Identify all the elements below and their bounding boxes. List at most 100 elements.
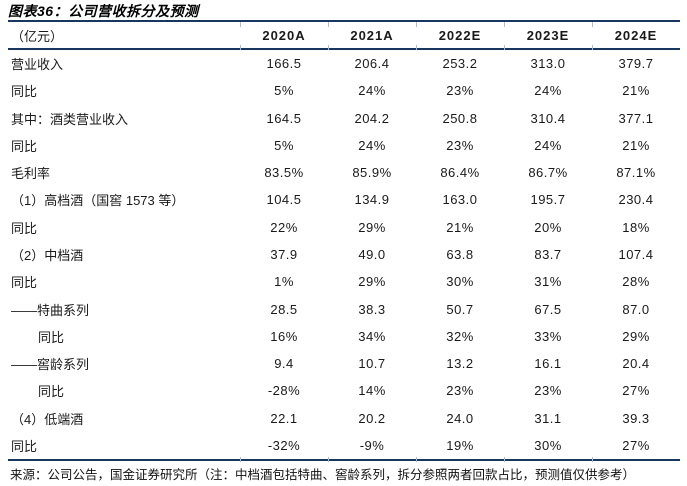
column-header-2024e: 2024E	[592, 21, 680, 50]
cell-value: 21%	[622, 137, 650, 153]
row-label: ——窖龄系列	[11, 357, 90, 373]
cell-value: 19%	[416, 438, 504, 462]
table-row: ——窖龄系列 9.4 10.7 13.2 16.1 20.4	[8, 350, 680, 377]
cell-value: 23%	[534, 383, 562, 399]
row-label: 其中：酒类营业收入	[11, 111, 129, 127]
cell-value: 31.1	[534, 410, 562, 426]
cell-value: 377.1	[618, 110, 654, 126]
row-label: ——特曲系列	[11, 302, 90, 318]
cell-value: 107.4	[618, 246, 654, 262]
cell-value: 16.1	[534, 356, 562, 372]
cell-value: 5%	[274, 137, 294, 153]
cell-value: 29%	[358, 219, 386, 235]
cell-value: 49.0	[358, 246, 386, 262]
cell-value: 24%	[534, 83, 562, 99]
cell-value: 24%	[358, 83, 386, 99]
cell-value: 1%	[274, 274, 294, 290]
cell-value: 163.0	[442, 192, 478, 208]
table-row: 同比 5% 24% 23% 24% 21%	[8, 132, 680, 159]
cell-value: 195.7	[530, 192, 566, 208]
cell-value: 28%	[622, 274, 650, 290]
row-label: （4）低端酒	[11, 411, 84, 427]
cell-value: 9.4	[274, 356, 294, 372]
cell-value: 87.0	[622, 301, 650, 317]
cell-value: 34%	[358, 328, 386, 344]
table-row: （2）中档酒 37.9 49.0 63.8 83.7 107.4	[8, 241, 680, 268]
table-row: 同比 22% 29% 21% 20% 18%	[8, 214, 680, 241]
cell-value: 313.0	[530, 56, 566, 72]
cell-value: 20.2	[358, 410, 386, 426]
cell-value: 30%	[504, 438, 592, 462]
cell-value: 39.3	[622, 410, 650, 426]
cell-value: 10.7	[358, 356, 386, 372]
cell-value: 29%	[358, 274, 386, 290]
cell-value: 250.8	[442, 110, 478, 126]
cell-value: 83.5%	[264, 165, 304, 181]
revenue-table: （亿元） 2020A 2021A 2022E 2023E 2024E 营业收入 1…	[8, 20, 680, 462]
column-header-2021a: 2021A	[328, 21, 416, 50]
cell-value: 21%	[622, 83, 650, 99]
cell-value: 50.7	[446, 301, 474, 317]
cell-value: 23%	[446, 83, 474, 99]
cell-value: 166.5	[266, 56, 302, 72]
table-header-row: （亿元） 2020A 2021A 2022E 2023E 2024E	[8, 21, 680, 50]
table-top-rule	[8, 20, 680, 22]
cell-value: 28.5	[270, 301, 298, 317]
cell-value: 5%	[274, 83, 294, 99]
cell-value: 104.5	[266, 192, 302, 208]
cell-value: 379.7	[618, 56, 654, 72]
table-bottom-rule	[8, 459, 680, 461]
table-row: 同比 -28% 14% 23% 23% 27%	[8, 377, 680, 404]
cell-value: 27%	[592, 438, 680, 462]
cell-value: 204.2	[354, 110, 390, 126]
cell-value: 24%	[358, 137, 386, 153]
table-row: 其中：酒类营业收入 164.5 204.2 250.8 310.4 377.1	[8, 105, 680, 132]
table-body: 营业收入 166.5 206.4 253.2 313.0 379.7 同比 5% 24% 23% 2…	[8, 50, 680, 462]
column-header-2023e: 2023E	[504, 21, 592, 50]
cell-value: 38.3	[358, 301, 386, 317]
table-row: 营业收入 166.5 206.4 253.2 313.0 379.7	[8, 50, 680, 77]
table-row: （4）低端酒 22.1 20.2 24.0 31.1 39.3	[8, 404, 680, 431]
cell-value: 87.1%	[616, 165, 656, 181]
row-label: 同比	[38, 329, 65, 345]
column-header-2020a: 2020A	[240, 21, 328, 50]
cell-value: 24.0	[446, 410, 474, 426]
row-label: 同比	[38, 384, 65, 400]
cell-value: 16%	[270, 328, 298, 344]
cell-value: 83.7	[534, 246, 562, 262]
table-row: （1）高档酒（国窖 1573 等） 104.5 134.9 163.0 195.7 230…	[8, 186, 680, 213]
cell-value: 20.4	[622, 356, 650, 372]
row-label: 营业收入	[11, 57, 64, 73]
cell-value: 164.5	[266, 110, 302, 126]
unit-header-cell: （亿元）	[11, 28, 64, 44]
cell-value: -28%	[267, 383, 301, 399]
cell-value: 253.2	[442, 56, 478, 72]
table-row: 同比 1% 29% 30% 31% 28%	[8, 268, 680, 295]
cell-value: 29%	[622, 328, 650, 344]
cell-value: 23%	[446, 137, 474, 153]
cell-value: 22.1	[270, 410, 298, 426]
cell-value: 21%	[446, 219, 474, 235]
table-row: 同比 5% 24% 23% 24% 21%	[8, 77, 680, 104]
table-row: ——特曲系列 28.5 38.3 50.7 67.5 87.0	[8, 295, 680, 322]
cell-value: 22%	[270, 219, 298, 235]
cell-value: 33%	[534, 328, 562, 344]
row-label: 同比	[11, 220, 38, 236]
table-row: 同比 16% 34% 32% 33% 29%	[8, 323, 680, 350]
cell-value: 86.4%	[440, 165, 480, 181]
table-header-rule	[8, 48, 680, 50]
cell-value: 14%	[358, 383, 386, 399]
cell-value: 230.4	[618, 192, 654, 208]
cell-value: -32%	[240, 438, 328, 462]
cell-value: 32%	[446, 328, 474, 344]
row-label: 同比	[11, 138, 38, 154]
cell-value: 13.2	[446, 356, 474, 372]
row-label: 同比	[11, 275, 38, 291]
source-note: 来源：公司公告，国金证券研究所（注：中档酒包括特曲、窖龄系列，拆分参照两者回款占…	[10, 468, 636, 482]
cell-value: 27%	[622, 383, 650, 399]
row-label: 同比	[11, 438, 38, 454]
cell-value: 18%	[622, 219, 650, 235]
cell-value: 23%	[446, 383, 474, 399]
cell-value: 67.5	[534, 301, 562, 317]
